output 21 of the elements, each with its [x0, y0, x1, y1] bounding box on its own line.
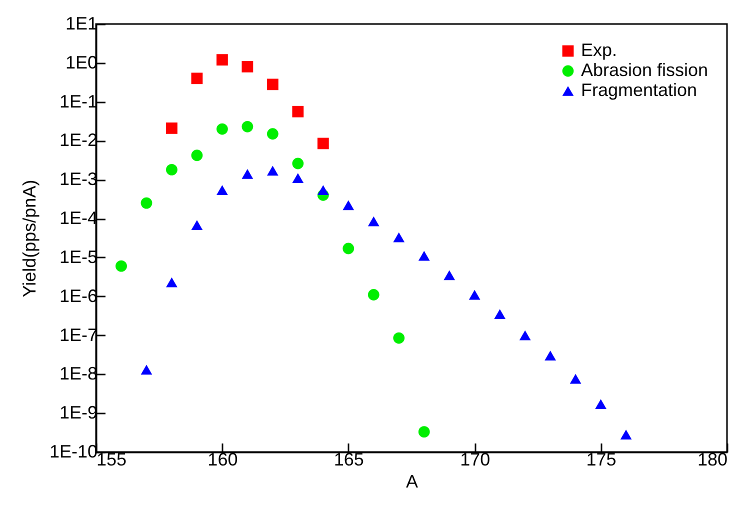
legend-label: Fragmentation	[581, 80, 698, 100]
x-tick-label: 160	[208, 450, 238, 470]
y-tick-label: 1E-3	[59, 169, 98, 190]
y-tick-label: 1E-7	[59, 324, 98, 345]
x-axis-title: A	[406, 472, 418, 492]
x-tick-label: 170	[460, 450, 490, 470]
x-tick-label: 155	[96, 450, 127, 470]
legend-label: Exp.	[581, 40, 618, 60]
y-tick-label: 1E-6	[59, 286, 98, 306]
x-tick-label: 180	[697, 450, 728, 470]
y-tick-label: 1E-4	[59, 208, 98, 228]
legend-label: Abrasion fission	[581, 60, 708, 80]
y-tick-label: 1E-8	[59, 364, 98, 384]
y-tick-label: 1E-1	[59, 91, 98, 112]
y-axis-title: Yield(pps/pnA)	[19, 180, 40, 298]
x-tick-label: 175	[586, 450, 616, 470]
y-tick-label: 1E-2	[59, 130, 98, 150]
y-tick-label: 1E-5	[59, 246, 98, 267]
y-tick-label: 1E1	[65, 14, 98, 34]
x-tick-label: 165	[334, 450, 364, 470]
y-tick-label: 1E-10	[49, 442, 98, 462]
